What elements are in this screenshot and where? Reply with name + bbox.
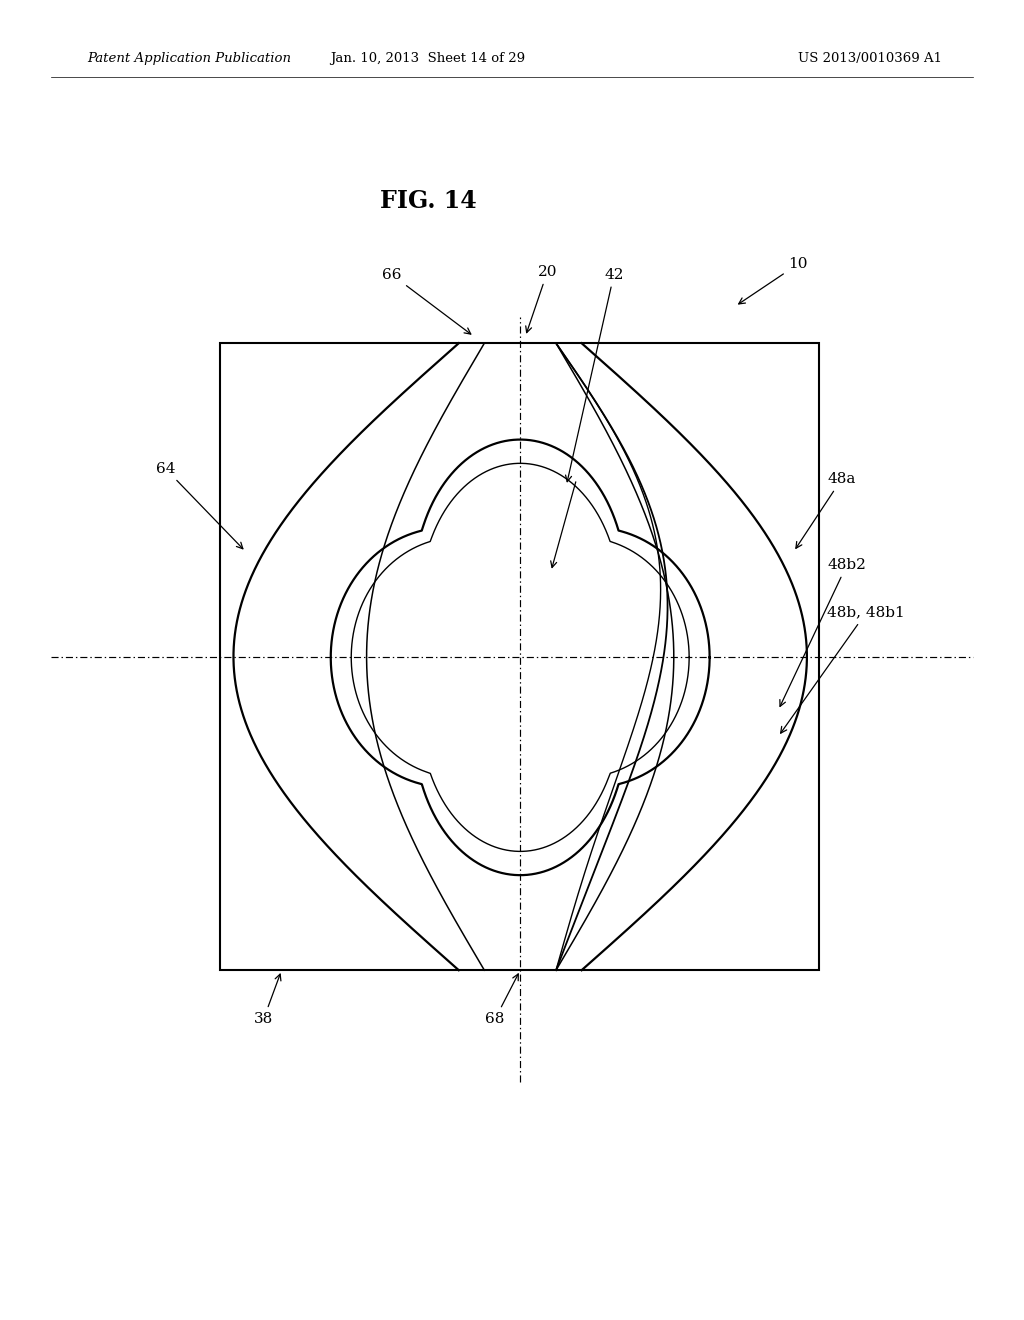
Text: 48a: 48a bbox=[796, 473, 856, 548]
Text: 68: 68 bbox=[485, 974, 518, 1026]
Text: FIG. 14: FIG. 14 bbox=[380, 189, 476, 213]
Bar bbox=[220, 343, 819, 970]
Text: Patent Application Publication: Patent Application Publication bbox=[87, 51, 291, 65]
Text: US 2013/0010369 A1: US 2013/0010369 A1 bbox=[799, 51, 942, 65]
Text: 20: 20 bbox=[525, 265, 557, 333]
Text: 10: 10 bbox=[738, 257, 808, 304]
Text: 48b, 48b1: 48b, 48b1 bbox=[780, 606, 905, 733]
Text: 64: 64 bbox=[156, 462, 243, 549]
Text: 66: 66 bbox=[382, 268, 471, 334]
Text: 42: 42 bbox=[565, 268, 624, 482]
Text: 48b2: 48b2 bbox=[780, 558, 866, 706]
Text: 38: 38 bbox=[254, 974, 281, 1026]
Text: Jan. 10, 2013  Sheet 14 of 29: Jan. 10, 2013 Sheet 14 of 29 bbox=[331, 51, 525, 65]
